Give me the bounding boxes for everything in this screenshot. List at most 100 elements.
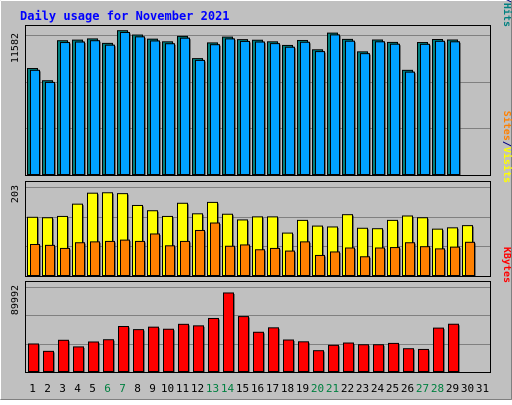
bar-kbytes-day-12	[193, 325, 204, 373]
bar-sites-day-16	[255, 249, 265, 277]
bar-pages-day-6	[105, 44, 115, 176]
legend-entry: /	[501, 0, 512, 3]
bar-kbytes-day-24	[373, 344, 384, 372]
bar-kbytes-day-14	[223, 292, 234, 372]
legend-entry: KBytes	[501, 247, 512, 283]
bar-sites-day-22	[345, 247, 355, 276]
x-tick-label-day-1: 1	[29, 382, 36, 395]
bar-kbytes-day-17	[268, 327, 279, 372]
bar-pages-day-12	[195, 59, 205, 176]
bar-kbytes-day-26	[403, 348, 414, 372]
legend-kbytes: KBytes	[501, 247, 512, 283]
bar-pages-day-23	[360, 53, 370, 175]
x-tick-label-day-3: 3	[59, 382, 66, 395]
bar-pages-day-28	[435, 40, 445, 176]
x-tick-label-day-25: 25	[386, 382, 399, 395]
x-tick-label-day-16: 16	[251, 382, 264, 395]
y-max-label: 11582	[10, 33, 21, 63]
bar-sites-day-25	[390, 247, 400, 277]
bar-kbytes-day-3	[58, 339, 69, 373]
bar-kbytes-day-29	[448, 323, 459, 372]
y-max-label: 89992	[10, 285, 21, 315]
bar-sites-day-8	[135, 240, 145, 276]
bar-sites-day-13	[210, 222, 220, 276]
bar-pages-day-26	[405, 71, 415, 175]
bar-kbytes-day-28	[433, 327, 444, 373]
bar-kbytes-day-19	[298, 341, 309, 372]
bar-kbytes-day-21	[328, 344, 339, 372]
bar-pages-day-25	[390, 43, 400, 175]
x-tick-label-day-9: 9	[149, 382, 156, 395]
bar-pages-day-16	[255, 41, 265, 175]
bar-kbytes-day-1	[28, 343, 39, 373]
bar-kbytes-day-9	[148, 326, 159, 372]
bar-pages-day-10	[165, 43, 175, 176]
legend-entry: Visits	[501, 147, 512, 183]
x-tick-label-day-15: 15	[236, 382, 249, 395]
bar-kbytes-day-7	[118, 326, 129, 372]
bar-sites-day-26	[405, 242, 415, 276]
x-tick-label-day-17: 17	[266, 382, 279, 395]
x-tick-label-day-24: 24	[371, 382, 385, 395]
x-tick-label-day-4: 4	[74, 382, 81, 395]
bar-sites-day-10	[165, 245, 175, 277]
series-sites	[30, 222, 476, 277]
bar-pages-day-14	[225, 38, 235, 175]
x-tick-label-day-10: 10	[161, 382, 174, 395]
bar-kbytes-day-20	[313, 350, 324, 373]
x-tick-label-day-12: 12	[191, 382, 204, 395]
x-tick-label-day-27: 27	[416, 382, 429, 395]
bar-pages-day-5	[90, 40, 100, 176]
bar-kbytes-day-2	[43, 350, 54, 372]
bar-sites-day-23	[360, 256, 370, 276]
x-tick-label-day-23: 23	[356, 382, 369, 395]
bar-kbytes-day-22	[343, 342, 354, 372]
bar-pages-day-20	[315, 51, 325, 175]
bar-sites-day-17	[270, 247, 280, 276]
bar-kbytes-day-16	[253, 331, 264, 373]
bar-sites-day-5	[90, 241, 100, 276]
legend-sites-visits: Sites/Visits	[501, 111, 512, 183]
bar-sites-day-4	[75, 242, 85, 276]
bar-kbytes-day-15	[238, 316, 249, 373]
bar-sites-day-20	[315, 254, 325, 276]
bar-sites-day-1	[30, 243, 40, 276]
bar-pages-day-7	[120, 32, 130, 175]
bar-kbytes-day-13	[208, 317, 219, 372]
bar-pages-day-18	[285, 46, 295, 175]
bar-sites-day-2	[45, 244, 55, 276]
chart-panels: 11582Pages/Files/Hits203Sites/Visits8999…	[10, 0, 512, 373]
x-tick-label-day-18: 18	[281, 382, 294, 395]
bar-sites-day-12	[195, 229, 205, 276]
x-tick-label-day-8: 8	[134, 382, 141, 395]
x-tick-label-day-26: 26	[401, 382, 414, 395]
series-pages	[30, 32, 461, 176]
series-kbytes	[28, 292, 460, 373]
bar-pages-day-15	[240, 40, 250, 175]
bar-sites-day-21	[330, 251, 340, 276]
bar-pages-day-19	[300, 41, 310, 175]
bar-sites-day-9	[150, 233, 160, 276]
x-tick-label-day-13: 13	[206, 382, 219, 395]
bar-pages-day-24	[375, 41, 385, 176]
legend-entry: Hits	[501, 3, 512, 27]
bar-sites-day-29	[450, 246, 460, 276]
bar-pages-day-13	[210, 44, 220, 175]
bar-kbytes-day-25	[388, 342, 399, 373]
x-tick-label-day-22: 22	[341, 382, 354, 395]
bar-sites-day-19	[300, 241, 310, 276]
panel-kbytes: 89992 KBytes	[10, 247, 512, 373]
panel-pages-files-hits: 11582 Pages/Files/Hits	[10, 0, 512, 176]
bar-sites-day-30	[465, 241, 475, 276]
bar-sites-day-18	[285, 250, 295, 276]
legend-pages-files-hits: Pages/Files/Hits	[501, 0, 512, 27]
x-tick-label-day-2: 2	[44, 382, 51, 395]
panel-sites-visits: 203 Sites/Visits	[10, 111, 512, 277]
bar-pages-day-27	[420, 43, 430, 176]
bar-pages-day-17	[270, 43, 280, 175]
bar-pages-day-1	[30, 69, 40, 175]
bar-kbytes-day-8	[133, 329, 144, 372]
bar-sites-day-3	[60, 247, 70, 276]
legend-entry: Sites	[501, 111, 512, 141]
